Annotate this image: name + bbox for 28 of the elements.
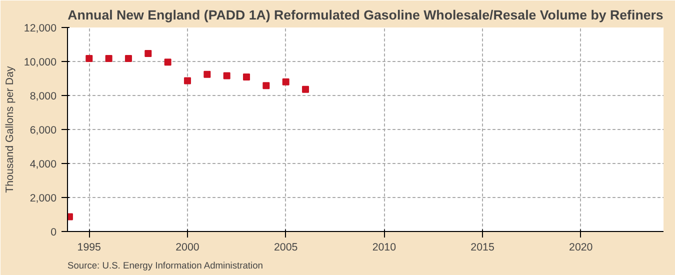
point <box>105 54 112 62</box>
y-tick-label: 6,000 <box>30 124 57 136</box>
point <box>164 58 172 66</box>
point <box>86 54 93 62</box>
x-tick-label: 2020 <box>569 242 593 254</box>
y-tick-label: 0 <box>50 226 57 238</box>
y-tick-label: 2,000 <box>30 192 57 204</box>
x-tick-label: 2010 <box>372 242 396 254</box>
y-tick-label: 12,000 <box>24 22 57 34</box>
x-tick-label: 2000 <box>176 242 200 254</box>
y-tick-label: 4,000 <box>30 158 57 170</box>
point <box>282 78 290 86</box>
y-tick-label: 10,000 <box>24 56 57 68</box>
x-tick-label: 2015 <box>470 242 494 254</box>
y-axis-title: Thousand Gallons per Day <box>4 65 16 193</box>
y-tick-label: 8,000 <box>30 90 57 102</box>
point <box>204 70 211 78</box>
point <box>223 72 230 80</box>
source-note: Source: U.S. Energy Information Administration <box>68 260 263 270</box>
point <box>124 54 132 62</box>
point <box>144 50 152 58</box>
x-tick-label: 2005 <box>274 242 298 254</box>
point <box>302 86 310 93</box>
chart-title: Annual New England (PADD 1A) Reformulated Gasoline Wholesale/Resale Volume by Refiners <box>68 8 664 22</box>
point <box>184 77 191 84</box>
x-tick-label: 1995 <box>77 242 102 254</box>
point <box>242 73 250 80</box>
point <box>262 82 270 90</box>
